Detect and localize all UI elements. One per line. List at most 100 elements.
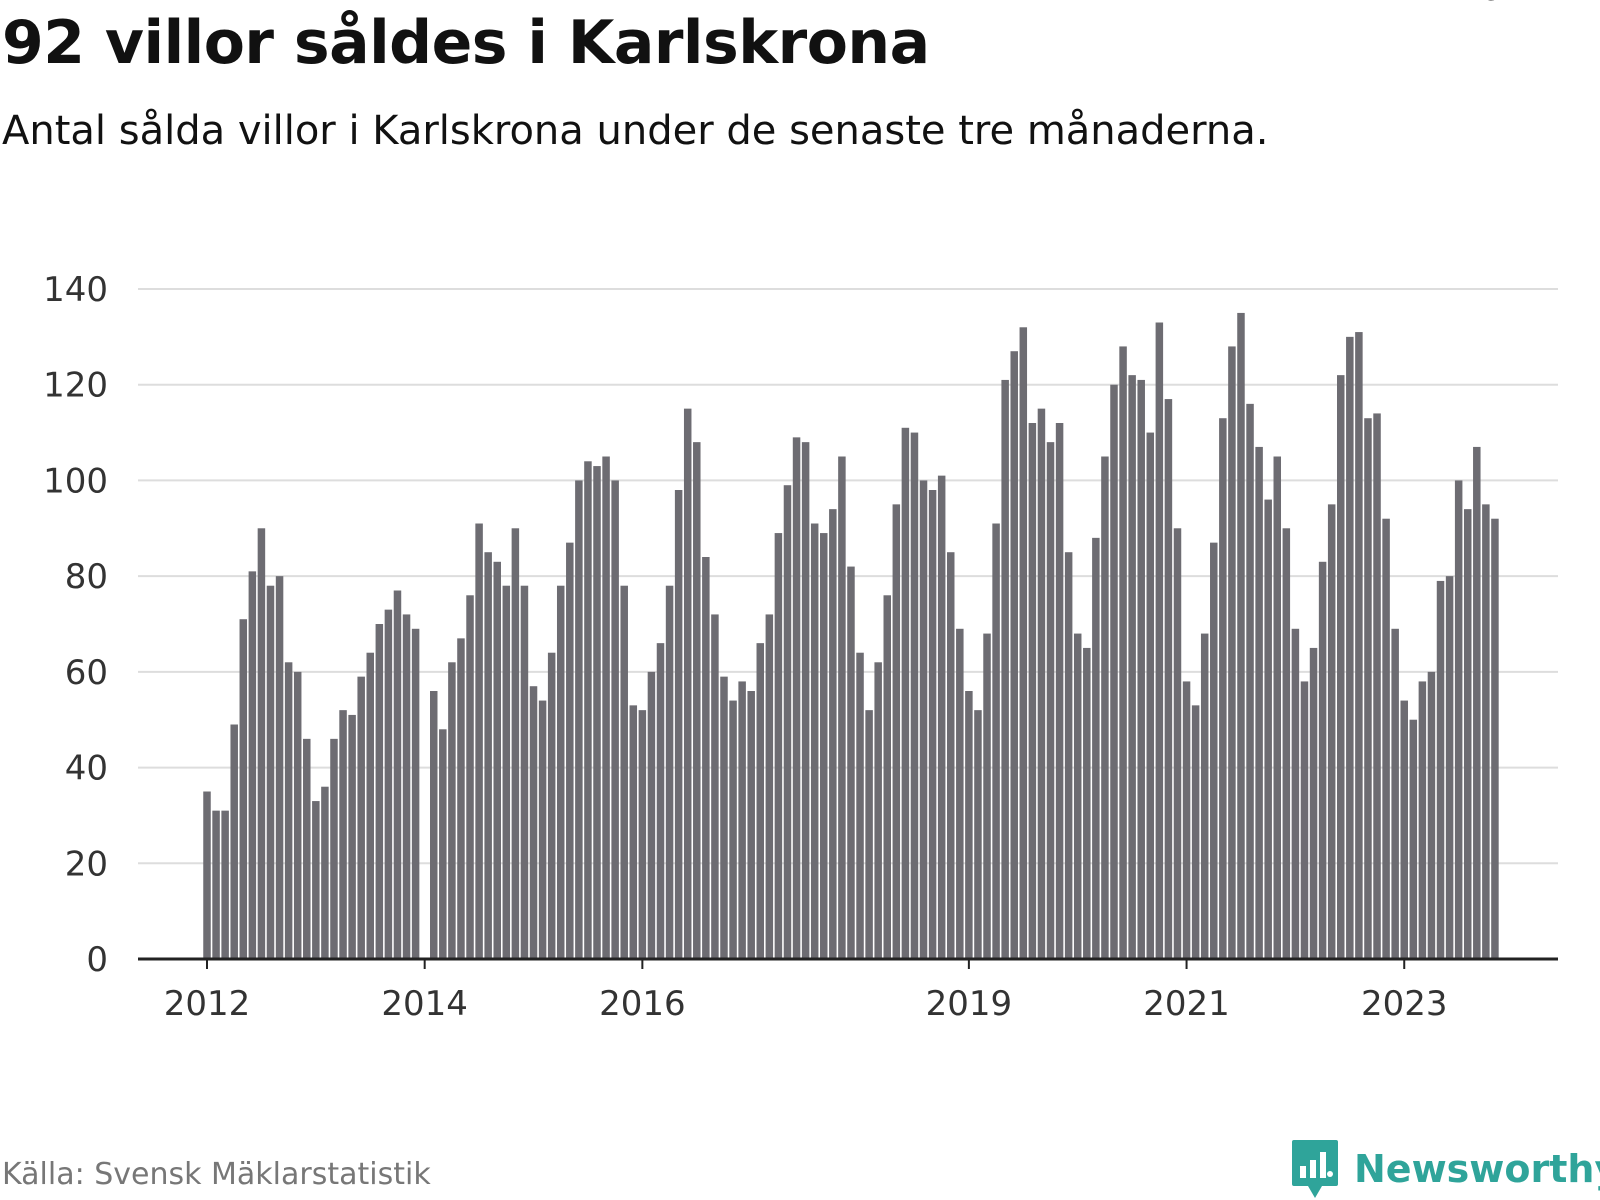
x-tick-label: 2016	[599, 984, 686, 1024]
bar	[293, 671, 302, 959]
bar	[593, 466, 601, 959]
bar	[1128, 375, 1136, 959]
bar	[1219, 418, 1227, 960]
bar	[466, 595, 474, 959]
bar	[339, 710, 347, 959]
y-tick-label: 0	[86, 940, 108, 980]
bar	[693, 442, 701, 959]
bar	[1273, 456, 1282, 959]
bar	[1436, 580, 1445, 959]
bar	[584, 461, 592, 959]
x-tick-label: 2023	[1361, 984, 1448, 1024]
bar	[1373, 413, 1381, 959]
bar	[357, 676, 365, 959]
bar	[520, 585, 529, 959]
bar	[702, 557, 710, 959]
bar	[602, 456, 610, 959]
bar	[874, 662, 882, 959]
x-axis-ticks: 2012 2014 2016 2019 2021 2023	[164, 959, 1448, 1024]
bar	[1137, 379, 1145, 959]
bar	[1382, 518, 1390, 959]
bar	[1482, 504, 1490, 959]
bar	[1028, 423, 1037, 959]
newsworthy-logo-icon	[1292, 1140, 1338, 1198]
bar	[720, 676, 728, 959]
bar	[1246, 403, 1254, 959]
bar	[529, 686, 538, 959]
bar	[348, 714, 356, 959]
bar	[1463, 509, 1472, 959]
bar	[783, 485, 792, 959]
bar	[1200, 633, 1209, 959]
bar	[230, 724, 238, 959]
bar	[1155, 322, 1164, 959]
bar	[774, 533, 783, 959]
bar	[956, 628, 964, 959]
bar	[393, 590, 402, 959]
bar	[1427, 671, 1436, 959]
bar	[1491, 518, 1499, 959]
bar	[792, 437, 801, 959]
bar	[538, 700, 547, 959]
bar	[1010, 351, 1018, 960]
y-axis-ticks: 0 20 40 60 80 100 120 140	[43, 270, 108, 980]
bar	[457, 638, 465, 959]
bar	[1164, 399, 1173, 959]
bar	[1473, 446, 1481, 959]
bar	[919, 480, 928, 959]
bar	[1309, 647, 1318, 959]
y-tick-label: 80	[65, 557, 108, 597]
bar	[1037, 408, 1046, 959]
bar	[1110, 384, 1118, 960]
bar	[611, 480, 619, 959]
bar	[321, 786, 329, 959]
bar	[1101, 456, 1109, 959]
bar	[1418, 681, 1427, 959]
brand-logo-block: Newsworthy	[1290, 1138, 1600, 1200]
bar	[1228, 346, 1236, 959]
bar	[992, 523, 1000, 959]
bar	[248, 571, 257, 959]
bar	[711, 614, 719, 959]
bar	[674, 490, 683, 959]
bar	[239, 619, 248, 959]
bar	[856, 652, 864, 959]
bar	[801, 442, 810, 959]
brand-name: Newsworthy	[1354, 1147, 1600, 1191]
bar	[221, 810, 229, 959]
y-tick-label: 100	[43, 461, 108, 501]
bar	[384, 609, 393, 959]
bar	[683, 408, 692, 959]
bar	[284, 662, 293, 959]
bar	[484, 552, 492, 959]
bar	[547, 652, 556, 959]
bar	[656, 643, 665, 959]
data-label-last: 92	[1482, 0, 1525, 9]
bar	[203, 791, 211, 959]
bar	[1445, 576, 1454, 959]
bar	[448, 662, 456, 959]
bar	[1182, 681, 1191, 959]
bar	[910, 432, 919, 959]
y-tick-label: 60	[65, 653, 108, 693]
y-tick-label: 20	[65, 844, 108, 884]
bar	[1073, 633, 1082, 959]
bar	[212, 810, 220, 959]
bar	[1146, 432, 1155, 959]
bar	[1092, 537, 1100, 959]
bar	[257, 528, 266, 959]
bar	[865, 710, 873, 959]
bar	[1019, 327, 1028, 959]
bar	[402, 614, 411, 959]
bar	[1400, 700, 1408, 959]
x-tick-label: 2012	[164, 984, 251, 1024]
bar	[1409, 719, 1418, 959]
bar	[647, 671, 656, 959]
bar	[1454, 480, 1463, 959]
bar	[1173, 528, 1182, 959]
y-tick-label: 120	[43, 366, 108, 406]
bar	[1001, 379, 1009, 959]
x-tick-label: 2014	[381, 984, 468, 1024]
bar	[1355, 332, 1363, 959]
bar	[1337, 375, 1345, 959]
